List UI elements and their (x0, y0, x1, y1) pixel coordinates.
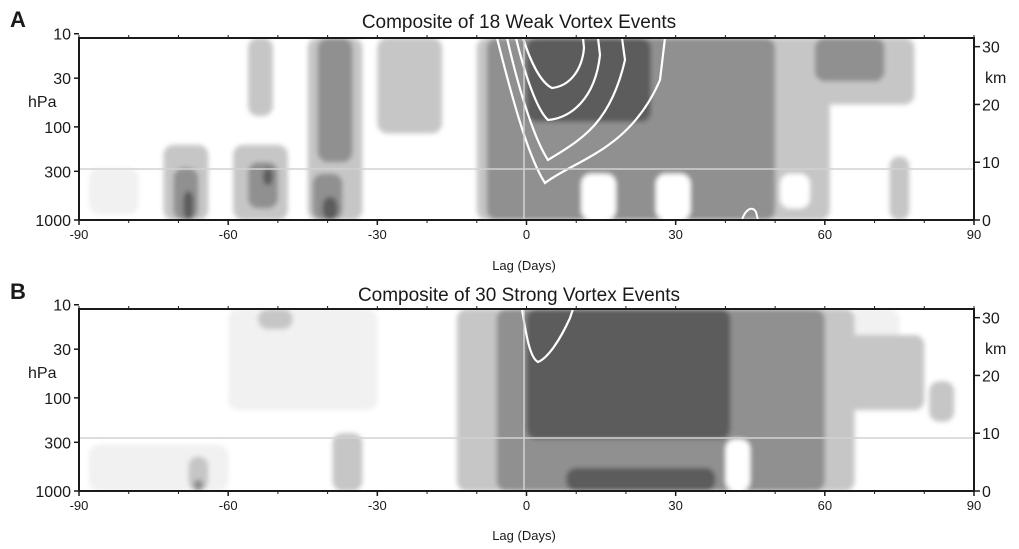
y-right-tick-label: 20 (982, 368, 1000, 385)
shaded-region (188, 456, 209, 491)
y-right-axis-label-b: km (985, 341, 1006, 358)
panel-label-a: A (10, 7, 26, 32)
shaded-region (526, 309, 731, 439)
chart-title-b: Composite of 30 Strong Vortex Events (358, 285, 680, 306)
y-tick-label: 10 (53, 27, 71, 44)
shaded-region (804, 335, 925, 411)
shaded-region (814, 38, 885, 82)
x-tick-label: 90 (967, 498, 981, 513)
y-tick-label: 30 (53, 71, 71, 88)
unshaded-region (725, 439, 751, 491)
contour-line (505, 38, 627, 162)
chart-title-a: Composite of 18 Weak Vortex Events (362, 12, 676, 33)
x-tick-label: -60 (219, 498, 238, 513)
x-tick-label: 30 (668, 227, 682, 242)
contour-line (495, 38, 667, 185)
x-tick-label: -60 (219, 227, 238, 242)
panel-label-b: B (10, 279, 26, 304)
x-tick-label: 60 (818, 498, 832, 513)
shaded-region (262, 168, 273, 186)
y-right-tick-label: 0 (982, 213, 991, 230)
x-tick-label: -90 (70, 498, 89, 513)
x-tick-label: 0 (523, 227, 530, 242)
contour-line (521, 38, 586, 90)
contour-line (741, 207, 759, 220)
shaded-region (317, 38, 353, 163)
x-tick-label: -30 (368, 227, 387, 242)
y-right-tick-label: 20 (982, 97, 1000, 114)
x-tick-label: -30 (368, 498, 387, 513)
shaded-region (526, 38, 651, 122)
x-tick-label: 90 (967, 227, 981, 242)
panel-b: B Composite of 30 Strong Vortex Events -… (10, 279, 1006, 543)
unshaded-region (581, 173, 616, 220)
y-tick-label: 30 (53, 342, 71, 359)
y-tick-label: 10 (53, 298, 71, 315)
shaded-region (88, 168, 139, 215)
shaded-region (332, 433, 363, 491)
contours-a (495, 38, 759, 220)
shaded-region (322, 196, 338, 220)
y-right-tick-label: 10 (982, 155, 1000, 172)
contour-line (514, 38, 602, 122)
x-tick-label: 0 (523, 498, 530, 513)
x-tick-label: 30 (668, 498, 682, 513)
y-tick-label: 300 (44, 435, 71, 452)
shaded-field-b (88, 309, 955, 491)
shaded-region (183, 191, 194, 220)
y-tick-label: 1000 (35, 484, 71, 501)
x-tick-label: -90 (70, 227, 89, 242)
shaded-region (889, 156, 910, 220)
shaded-region (566, 467, 716, 491)
y-tick-label: 300 (44, 164, 71, 181)
contour-line (520, 309, 575, 364)
y-right-tick-label: 30 (982, 40, 1000, 57)
unshaded-region (655, 173, 691, 220)
y-right-tick-label: 30 (982, 311, 1000, 328)
y-axis-label-a: hPa (28, 94, 57, 111)
x-axis-label-a: Lag (Days) (492, 258, 556, 273)
shaded-region (929, 381, 955, 422)
y-tick-label: 100 (44, 120, 71, 137)
shaded-region (193, 479, 204, 491)
shaded-region (377, 38, 442, 134)
y-tick-label: 1000 (35, 213, 71, 230)
shaded-region (228, 309, 378, 411)
x-tick-label: 60 (818, 227, 832, 242)
shaded-region (258, 309, 293, 330)
x-axis-label-b: Lag (Days) (492, 528, 556, 543)
y-axis-label-b: hPa (28, 365, 57, 382)
shaded-region (248, 38, 273, 116)
y-tick-label: 100 (44, 391, 71, 408)
contours-b (520, 309, 575, 364)
unshaded-region (780, 173, 810, 209)
y-right-tick-label: 0 (982, 484, 991, 501)
y-right-tick-label: 10 (982, 426, 1000, 443)
y-right-axis-label-a: km (985, 70, 1006, 87)
panel-a: A Composite of 18 Weak Vortex Events -90… (10, 7, 1006, 273)
